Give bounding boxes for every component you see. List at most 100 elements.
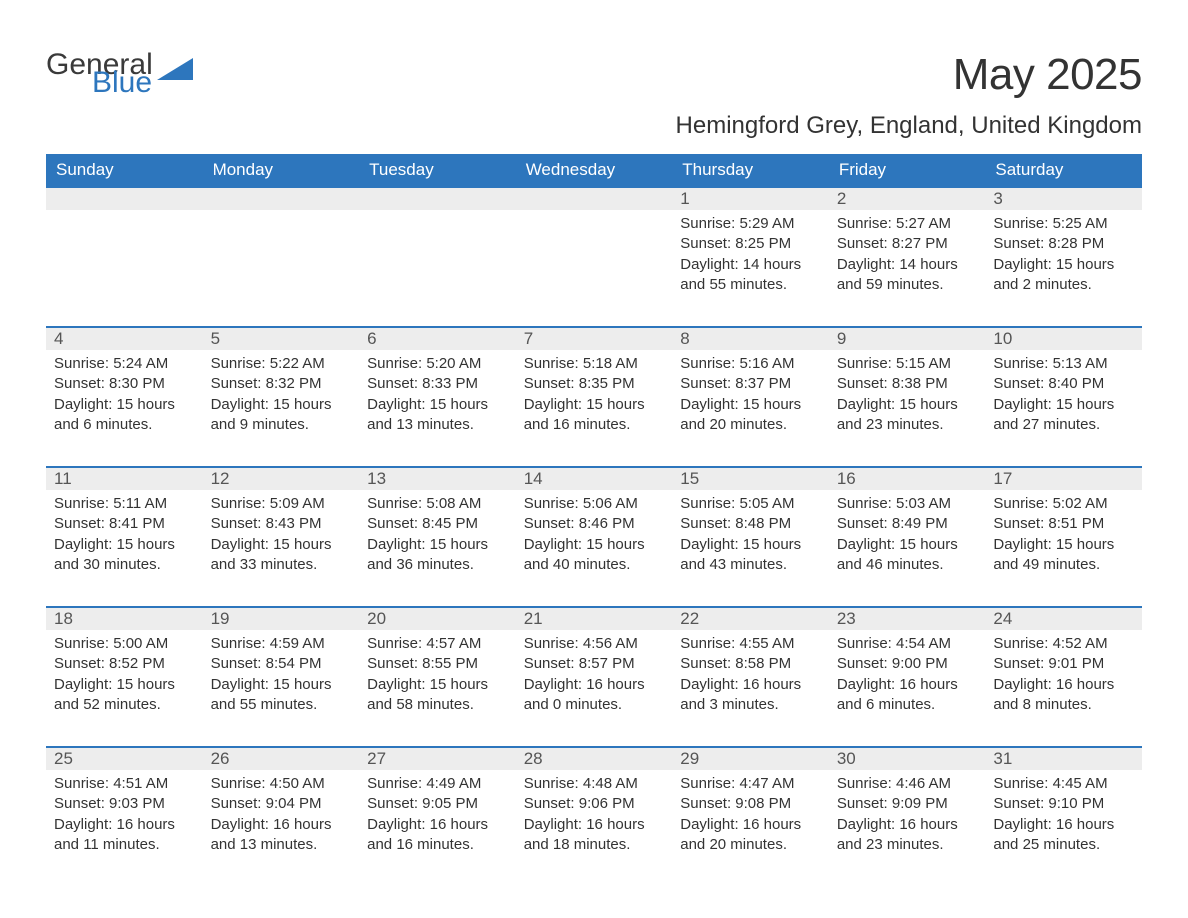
day-body: Sunrise: 4:54 AMSunset: 9:00 PMDaylight:… [829,630,986,719]
daylight-text: Daylight: 15 hours and 36 minutes. [367,535,508,576]
day-body: Sunrise: 4:55 AMSunset: 8:58 PMDaylight:… [672,630,829,719]
day-header-row: SundayMondayTuesdayWednesdayThursdayFrid… [46,154,1142,186]
calendar-day-cell: 31Sunrise: 4:45 AMSunset: 9:10 PMDayligh… [985,746,1142,886]
sunrise-text: Sunrise: 5:06 AM [524,494,665,514]
day-number: 4 [46,326,203,350]
sunrise-text: Sunrise: 5:09 AM [211,494,352,514]
calendar-day-cell: 7Sunrise: 5:18 AMSunset: 8:35 PMDaylight… [516,326,673,466]
day-body: Sunrise: 5:20 AMSunset: 8:33 PMDaylight:… [359,350,516,439]
sunset-text: Sunset: 8:52 PM [54,654,195,674]
day-body: Sunrise: 5:22 AMSunset: 8:32 PMDaylight:… [203,350,360,439]
day-body: Sunrise: 5:03 AMSunset: 8:49 PMDaylight:… [829,490,986,579]
sunrise-text: Sunrise: 4:57 AM [367,634,508,654]
daylight-text: Daylight: 16 hours and 25 minutes. [993,815,1134,856]
sunrise-text: Sunrise: 4:52 AM [993,634,1134,654]
calendar-day-cell: 5Sunrise: 5:22 AMSunset: 8:32 PMDaylight… [203,326,360,466]
sunrise-text: Sunrise: 4:48 AM [524,774,665,794]
daylight-text: Daylight: 16 hours and 0 minutes. [524,675,665,716]
sunset-text: Sunset: 9:09 PM [837,794,978,814]
daylight-text: Daylight: 15 hours and 30 minutes. [54,535,195,576]
daylight-text: Daylight: 15 hours and 40 minutes. [524,535,665,576]
sunrise-text: Sunrise: 5:22 AM [211,354,352,374]
day-body: Sunrise: 5:29 AMSunset: 8:25 PMDaylight:… [672,210,829,299]
page-header: General Blue May 2025 Hemingford Grey, E… [46,50,1142,140]
sunrise-text: Sunrise: 4:46 AM [837,774,978,794]
day-body: Sunrise: 4:59 AMSunset: 8:54 PMDaylight:… [203,630,360,719]
sunrise-text: Sunrise: 4:51 AM [54,774,195,794]
daylight-text: Daylight: 15 hours and 16 minutes. [524,395,665,436]
sunrise-text: Sunrise: 5:11 AM [54,494,195,514]
daylight-text: Daylight: 15 hours and 23 minutes. [837,395,978,436]
day-number: 24 [985,606,1142,630]
daylight-text: Daylight: 16 hours and 13 minutes. [211,815,352,856]
calendar-day-cell: 29Sunrise: 4:47 AMSunset: 9:08 PMDayligh… [672,746,829,886]
day-body: Sunrise: 5:06 AMSunset: 8:46 PMDaylight:… [516,490,673,579]
day-number: 21 [516,606,673,630]
sunrise-text: Sunrise: 5:16 AM [680,354,821,374]
daylight-text: Daylight: 16 hours and 8 minutes. [993,675,1134,716]
day-body: Sunrise: 5:00 AMSunset: 8:52 PMDaylight:… [46,630,203,719]
calendar-week-row: 1Sunrise: 5:29 AMSunset: 8:25 PMDaylight… [46,186,1142,326]
day-number: 14 [516,466,673,490]
calendar-day-cell [516,186,673,326]
day-number: 22 [672,606,829,630]
day-header: Tuesday [359,154,516,186]
day-body: Sunrise: 4:47 AMSunset: 9:08 PMDaylight:… [672,770,829,859]
day-body: Sunrise: 5:11 AMSunset: 8:41 PMDaylight:… [46,490,203,579]
sunset-text: Sunset: 8:35 PM [524,374,665,394]
sunrise-text: Sunrise: 4:49 AM [367,774,508,794]
daylight-text: Daylight: 15 hours and 46 minutes. [837,535,978,576]
logo: General Blue [46,50,193,98]
sunset-text: Sunset: 8:37 PM [680,374,821,394]
calendar-day-cell: 24Sunrise: 4:52 AMSunset: 9:01 PMDayligh… [985,606,1142,746]
day-body: Sunrise: 5:18 AMSunset: 8:35 PMDaylight:… [516,350,673,439]
day-body: Sunrise: 5:25 AMSunset: 8:28 PMDaylight:… [985,210,1142,299]
sunset-text: Sunset: 8:27 PM [837,234,978,254]
calendar-day-cell: 26Sunrise: 4:50 AMSunset: 9:04 PMDayligh… [203,746,360,886]
calendar-day-cell: 22Sunrise: 4:55 AMSunset: 8:58 PMDayligh… [672,606,829,746]
location-subtitle: Hemingford Grey, England, United Kingdom [676,112,1142,140]
calendar-week-row: 25Sunrise: 4:51 AMSunset: 9:03 PMDayligh… [46,746,1142,886]
day-number-bar-empty [203,186,360,210]
sunset-text: Sunset: 9:04 PM [211,794,352,814]
sunrise-text: Sunrise: 4:54 AM [837,634,978,654]
day-body: Sunrise: 5:27 AMSunset: 8:27 PMDaylight:… [829,210,986,299]
day-number: 6 [359,326,516,350]
sunrise-text: Sunrise: 4:47 AM [680,774,821,794]
daylight-text: Daylight: 15 hours and 33 minutes. [211,535,352,576]
sunset-text: Sunset: 9:06 PM [524,794,665,814]
day-body: Sunrise: 5:09 AMSunset: 8:43 PMDaylight:… [203,490,360,579]
sunset-text: Sunset: 9:03 PM [54,794,195,814]
calendar-day-cell: 6Sunrise: 5:20 AMSunset: 8:33 PMDaylight… [359,326,516,466]
calendar-day-cell: 25Sunrise: 4:51 AMSunset: 9:03 PMDayligh… [46,746,203,886]
day-body: Sunrise: 5:05 AMSunset: 8:48 PMDaylight:… [672,490,829,579]
calendar-day-cell: 15Sunrise: 5:05 AMSunset: 8:48 PMDayligh… [672,466,829,606]
sunrise-text: Sunrise: 5:20 AM [367,354,508,374]
sunset-text: Sunset: 9:08 PM [680,794,821,814]
day-body: Sunrise: 4:51 AMSunset: 9:03 PMDaylight:… [46,770,203,859]
calendar-day-cell: 23Sunrise: 4:54 AMSunset: 9:00 PMDayligh… [829,606,986,746]
day-header: Wednesday [516,154,673,186]
sunset-text: Sunset: 8:46 PM [524,514,665,534]
sunset-text: Sunset: 8:54 PM [211,654,352,674]
sunrise-text: Sunrise: 5:05 AM [680,494,821,514]
daylight-text: Daylight: 15 hours and 13 minutes. [367,395,508,436]
day-body: Sunrise: 4:56 AMSunset: 8:57 PMDaylight:… [516,630,673,719]
daylight-text: Daylight: 15 hours and 55 minutes. [211,675,352,716]
calendar-day-cell: 19Sunrise: 4:59 AMSunset: 8:54 PMDayligh… [203,606,360,746]
daylight-text: Daylight: 15 hours and 27 minutes. [993,395,1134,436]
daylight-text: Daylight: 14 hours and 59 minutes. [837,255,978,296]
calendar-week-row: 4Sunrise: 5:24 AMSunset: 8:30 PMDaylight… [46,326,1142,466]
daylight-text: Daylight: 16 hours and 23 minutes. [837,815,978,856]
calendar-day-cell: 18Sunrise: 5:00 AMSunset: 8:52 PMDayligh… [46,606,203,746]
calendar-day-cell: 11Sunrise: 5:11 AMSunset: 8:41 PMDayligh… [46,466,203,606]
day-number: 11 [46,466,203,490]
calendar-day-cell: 1Sunrise: 5:29 AMSunset: 8:25 PMDaylight… [672,186,829,326]
calendar-day-cell: 30Sunrise: 4:46 AMSunset: 9:09 PMDayligh… [829,746,986,886]
day-number: 27 [359,746,516,770]
day-header: Thursday [672,154,829,186]
day-body: Sunrise: 5:16 AMSunset: 8:37 PMDaylight:… [672,350,829,439]
day-number: 3 [985,186,1142,210]
day-number: 2 [829,186,986,210]
calendar-week-row: 11Sunrise: 5:11 AMSunset: 8:41 PMDayligh… [46,466,1142,606]
